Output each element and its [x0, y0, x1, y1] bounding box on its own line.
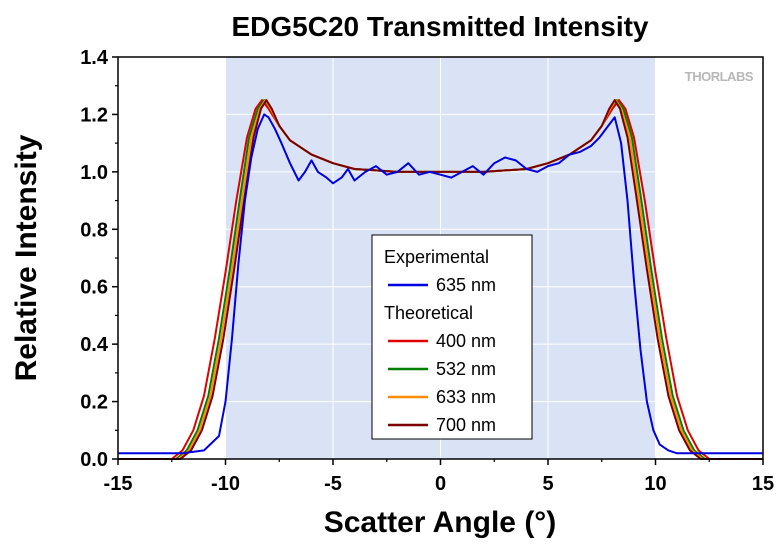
legend-heading: Theoretical — [384, 303, 473, 323]
chart-title: EDG5C20 Transmitted Intensity — [231, 11, 648, 42]
x-tick-label: -5 — [324, 473, 342, 495]
x-tick-label: 0 — [435, 473, 446, 495]
x-axis-label: Scatter Angle (°) — [324, 506, 557, 539]
y-tick-label: 0.4 — [80, 334, 109, 356]
x-tick-label: 5 — [542, 473, 553, 495]
series-line-635-nm — [118, 113, 763, 455]
legend: Experimental 635 nm Theoretical 400 nm 532 n… — [371, 234, 533, 440]
legend-entry-label: 633 nm — [436, 387, 496, 407]
legend-entry-label: 400 nm — [436, 331, 496, 351]
x-tick-label: 15 — [752, 473, 774, 495]
y-axis-label: Relative Intensity — [10, 134, 43, 381]
y-tick-label: 0.6 — [80, 277, 108, 299]
y-tick-label: 0.2 — [80, 392, 108, 414]
x-tick-label: -10 — [211, 473, 240, 495]
y-tick-label: 1.2 — [80, 104, 108, 126]
x-tick-label: 10 — [644, 473, 666, 495]
y-tick-label: 0.0 — [80, 449, 108, 471]
y-tick-label: 1.0 — [80, 162, 108, 184]
legend-entry-label: 700 nm — [436, 415, 496, 435]
legend-entry-label: 532 nm — [436, 359, 496, 379]
legend-entry-label: 635 nm — [436, 275, 496, 295]
y-tick-label: 1.4 — [80, 47, 109, 69]
legend-heading: Experimental — [384, 247, 489, 267]
thorlabs-logo: THORLABS — [685, 69, 754, 84]
x-tick-label: -15 — [104, 473, 133, 495]
legend-box — [371, 234, 533, 440]
series-line-700-nm — [118, 99, 763, 460]
y-tick-label: 0.8 — [80, 219, 108, 241]
